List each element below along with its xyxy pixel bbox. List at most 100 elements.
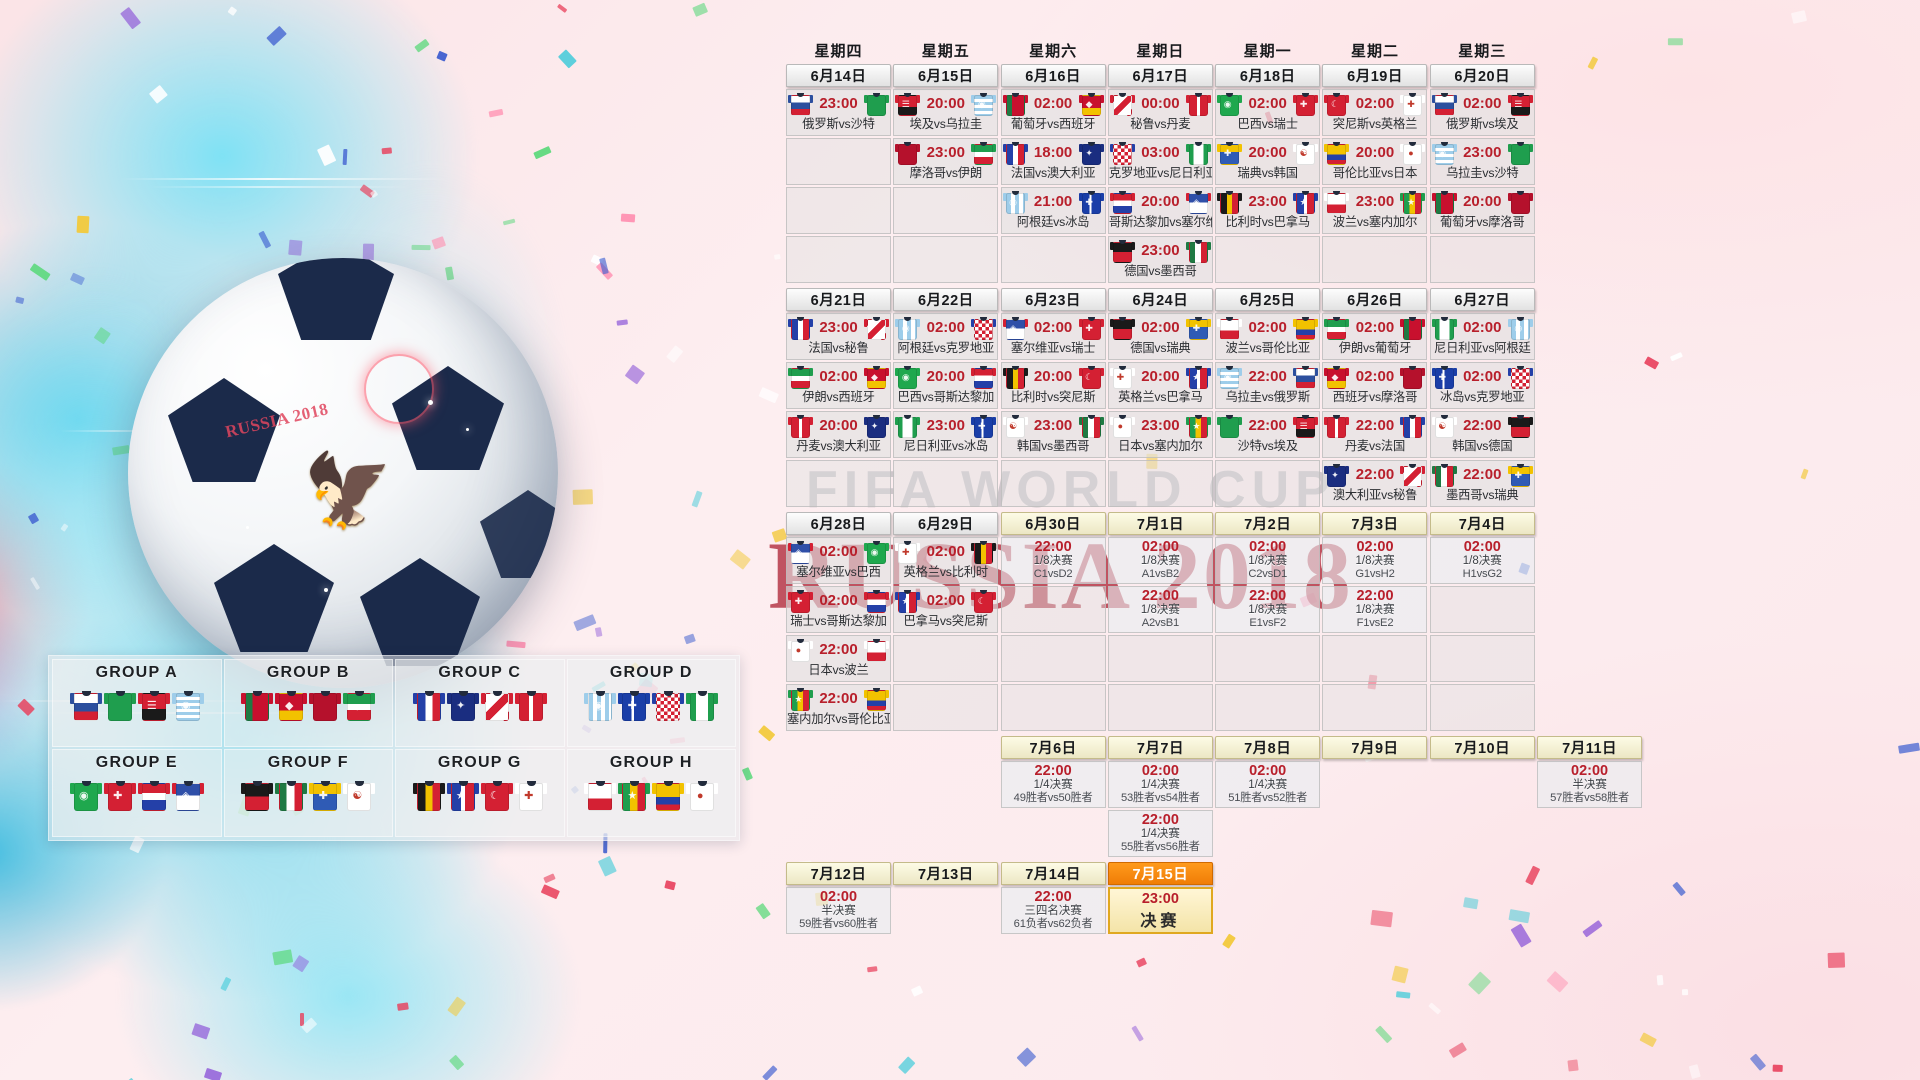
match-cell[interactable]: ☰ 20:00 ◉ 埃及vs乌拉圭 (893, 89, 999, 136)
match-cell[interactable]: 23:00 法国vs秘鲁 (786, 313, 891, 360)
knockout-match-cell[interactable]: 22:00 1/8决赛 A2vsB1 (1107, 586, 1213, 633)
match-cell[interactable]: 23:00 俄罗斯vs沙特 (786, 89, 891, 136)
match-cell[interactable]: ✚ 02:00 英格兰vs比利时 (893, 537, 999, 584)
date-cell-7月15日[interactable]: 7月15日 (1107, 862, 1213, 885)
date-cell-6月19日[interactable]: 6月19日 (1322, 64, 1428, 87)
date-cell-7月2日[interactable]: 7月2日 (1215, 512, 1321, 535)
match-cell[interactable]: 02:00 ◉ 尼日利亚vs阿根廷 (1429, 313, 1535, 360)
date-cell-7月4日[interactable]: 7月4日 (1429, 512, 1535, 535)
date-cell-6月16日[interactable]: 6月16日 (1000, 64, 1106, 87)
match-cell[interactable]: ◉ 23:00 乌拉圭vs沙特 (1429, 138, 1535, 185)
match-cell[interactable]: ◈ 02:00 ✚ 塞尔维亚vs瑞士 (1000, 313, 1106, 360)
match-cell[interactable]: ◉ 21:00 ✚ 阿根廷vs冰岛 (1000, 187, 1106, 234)
date-cell-6月22日[interactable]: 6月22日 (893, 288, 999, 311)
date-cell-6月17日[interactable]: 6月17日 (1107, 64, 1213, 87)
date-cell-6月18日[interactable]: 6月18日 (1215, 64, 1321, 87)
match-cell[interactable]: 23:00 德国vs墨西哥 (1107, 236, 1213, 283)
match-cell[interactable]: 20:00 ◈ 哥斯达黎加vs塞尔维亚 (1107, 187, 1213, 234)
knockout-match-cell[interactable]: 02:00 半决赛 57胜者vs58胜者 (1537, 761, 1643, 808)
match-cell[interactable]: 20:00 ✦ 丹麦vs澳大利亚 (786, 411, 891, 458)
date-cell-6月27日[interactable]: 6月27日 (1429, 288, 1535, 311)
match-cell[interactable]: 23:00 ✚ 尼日利亚vs冰岛 (893, 411, 999, 458)
match-cell[interactable]: 02:00 ◆ 葡萄牙vs西班牙 (1000, 89, 1106, 136)
match-cell[interactable]: 22:00 ✚ 墨西哥vs瑞典 (1429, 460, 1535, 507)
knockout-match-cell[interactable]: 02:00 半决赛 59胜者vs60胜者 (786, 887, 891, 934)
date-cell-7月10日[interactable]: 7月10日 (1429, 736, 1535, 759)
knockout-match-cell[interactable]: 22:00 1/8决赛 E1vsF2 (1215, 586, 1321, 633)
knockout-match-cell[interactable]: 02:00 1/8决赛 H1vsG2 (1429, 537, 1535, 584)
group-box-B[interactable]: GROUP B ◆ ۞ (223, 659, 393, 747)
date-cell-7月7日[interactable]: 7月7日 (1107, 736, 1213, 759)
match-cell[interactable]: ◉ 02:00 阿根廷vs克罗地亚 (893, 313, 999, 360)
date-cell-6月28日[interactable]: 6月28日 (786, 512, 891, 535)
match-cell[interactable]: ● 23:00 ★ 日本vs塞内加尔 (1107, 411, 1213, 458)
knockout-match-cell[interactable]: 02:00 1/8决赛 C2vsD1 (1215, 537, 1321, 584)
match-cell[interactable]: ● 22:00 日本vs波兰 (786, 635, 891, 682)
date-cell-6月21日[interactable]: 6月21日 (786, 288, 891, 311)
date-cell-7月1日[interactable]: 7月1日 (1107, 512, 1213, 535)
match-cell[interactable]: ✚ 20:00 ★ 英格兰vs巴拿马 (1107, 362, 1213, 409)
group-box-A[interactable]: GROUP A ☰ ◉ (52, 659, 222, 747)
match-cell[interactable]: ★ 22:00 塞内加尔vs哥伦比亚 (786, 684, 891, 731)
date-cell-7月13日[interactable]: 7月13日 (893, 862, 999, 885)
match-cell[interactable]: ✦ 22:00 澳大利亚vs秘鲁 (1322, 460, 1428, 507)
match-cell[interactable]: 02:00 波兰vs哥伦比亚 (1215, 313, 1321, 360)
match-cell[interactable]: ◉ 20:00 巴西vs哥斯达黎加 (893, 362, 999, 409)
match-cell[interactable]: ◉ 22:00 乌拉圭vs俄罗斯 (1215, 362, 1321, 409)
date-cell-7月14日[interactable]: 7月14日 (1000, 862, 1106, 885)
group-box-F[interactable]: GROUP F ✚ ☯ (223, 749, 393, 837)
date-cell-6月15日[interactable]: 6月15日 (893, 64, 999, 87)
match-cell[interactable]: 23:00 ★ 比利时vs巴拿马 (1215, 187, 1321, 234)
match-cell[interactable]: 00:00 秘鲁vs丹麦 (1107, 89, 1213, 136)
match-cell[interactable]: 23:00 ۞ 摩洛哥vs伊朗 (893, 138, 999, 185)
match-cell[interactable]: ✚ 02:00 瑞士vs哥斯达黎加 (786, 586, 891, 633)
date-cell-6月20日[interactable]: 6月20日 (1429, 64, 1535, 87)
match-cell[interactable]: ◈ 02:00 ◉ 塞尔维亚vs巴西 (786, 537, 891, 584)
knockout-match-cell[interactable]: 02:00 1/8决赛 G1vsH2 (1322, 537, 1428, 584)
knockout-match-cell[interactable]: 22:00 1/4决赛 49胜者vs50胜者 (1000, 761, 1106, 808)
date-cell-7月8日[interactable]: 7月8日 (1215, 736, 1321, 759)
group-box-C[interactable]: GROUP C ✦ (395, 659, 565, 747)
knockout-match-cell[interactable]: 02:00 1/8决赛 A1vsB2 (1107, 537, 1213, 584)
match-cell[interactable]: 03:00 克罗地亚vs尼日利亚 (1107, 138, 1213, 185)
match-cell[interactable]: ★ 02:00 ☾ 巴拿马vs突尼斯 (893, 586, 999, 633)
date-cell-6月25日[interactable]: 6月25日 (1215, 288, 1321, 311)
final-match-cell[interactable]: 23:00 决赛 (1107, 887, 1213, 934)
date-cell-6月14日[interactable]: 6月14日 (786, 64, 891, 87)
date-cell-7月3日[interactable]: 7月3日 (1322, 512, 1428, 535)
knockout-match-cell[interactable]: 22:00 三四名决赛 61负者vs62负者 (1000, 887, 1106, 934)
match-cell[interactable]: 22:00 ☰ 沙特vs埃及 (1215, 411, 1321, 458)
match-cell[interactable]: ☯ 22:00 韩国vs德国 (1429, 411, 1535, 458)
match-cell[interactable]: ◆ 02:00 西班牙vs摩洛哥 (1322, 362, 1428, 409)
date-cell-6月30日[interactable]: 6月30日 (1000, 512, 1106, 535)
date-cell-6月23日[interactable]: 6月23日 (1000, 288, 1106, 311)
match-cell[interactable]: ✚ 02:00 冰岛vs克罗地亚 (1429, 362, 1535, 409)
match-cell[interactable]: 02:00 ✚ 德国vs瑞典 (1107, 313, 1213, 360)
match-cell[interactable]: 02:00 ☰ 俄罗斯vs埃及 (1429, 89, 1535, 136)
match-cell[interactable]: 20:00 ● 哥伦比亚vs日本 (1322, 138, 1428, 185)
match-cell[interactable]: ۞ 02:00 伊朗vs葡萄牙 (1322, 313, 1428, 360)
match-cell[interactable]: 20:00 葡萄牙vs摩洛哥 (1429, 187, 1535, 234)
group-box-D[interactable]: GROUP D ◉ ✚ (566, 659, 736, 747)
date-cell-6月29日[interactable]: 6月29日 (893, 512, 999, 535)
date-cell-7月12日[interactable]: 7月12日 (786, 862, 891, 885)
match-cell[interactable]: ۞ 02:00 ◆ 伊朗vs西班牙 (786, 362, 891, 409)
match-cell[interactable]: ☯ 23:00 韩国vs墨西哥 (1000, 411, 1106, 458)
match-cell[interactable]: ◉ 02:00 ✚ 巴西vs瑞士 (1215, 89, 1321, 136)
knockout-match-cell[interactable]: 22:00 1/8决赛 F1vsE2 (1322, 586, 1428, 633)
group-box-G[interactable]: GROUP G ★ ☾ ✚ (395, 749, 565, 837)
group-box-E[interactable]: GROUP E ◉ ✚ ◈ (52, 749, 222, 837)
match-cell[interactable]: 20:00 ☾ 比利时vs突尼斯 (1000, 362, 1106, 409)
date-cell-7月9日[interactable]: 7月9日 (1322, 736, 1428, 759)
date-cell-6月26日[interactable]: 6月26日 (1322, 288, 1428, 311)
match-cell[interactable]: 23:00 ★ 波兰vs塞内加尔 (1322, 187, 1428, 234)
knockout-match-cell[interactable]: 02:00 1/4决赛 51胜者vs52胜者 (1215, 761, 1321, 808)
match-cell[interactable]: 22:00 丹麦vs法国 (1322, 411, 1428, 458)
match-cell[interactable]: ✚ 20:00 ☯ 瑞典vs韩国 (1215, 138, 1321, 185)
date-cell-7月11日[interactable]: 7月11日 (1537, 736, 1643, 759)
knockout-match-cell[interactable]: 22:00 1/8决赛 C1vsD2 (1000, 537, 1106, 584)
group-box-H[interactable]: GROUP H ★ ● (566, 749, 736, 837)
date-cell-6月24日[interactable]: 6月24日 (1107, 288, 1213, 311)
date-cell-7月6日[interactable]: 7月6日 (1000, 736, 1106, 759)
match-cell[interactable]: 18:00 ✦ 法国vs澳大利亚 (1000, 138, 1106, 185)
